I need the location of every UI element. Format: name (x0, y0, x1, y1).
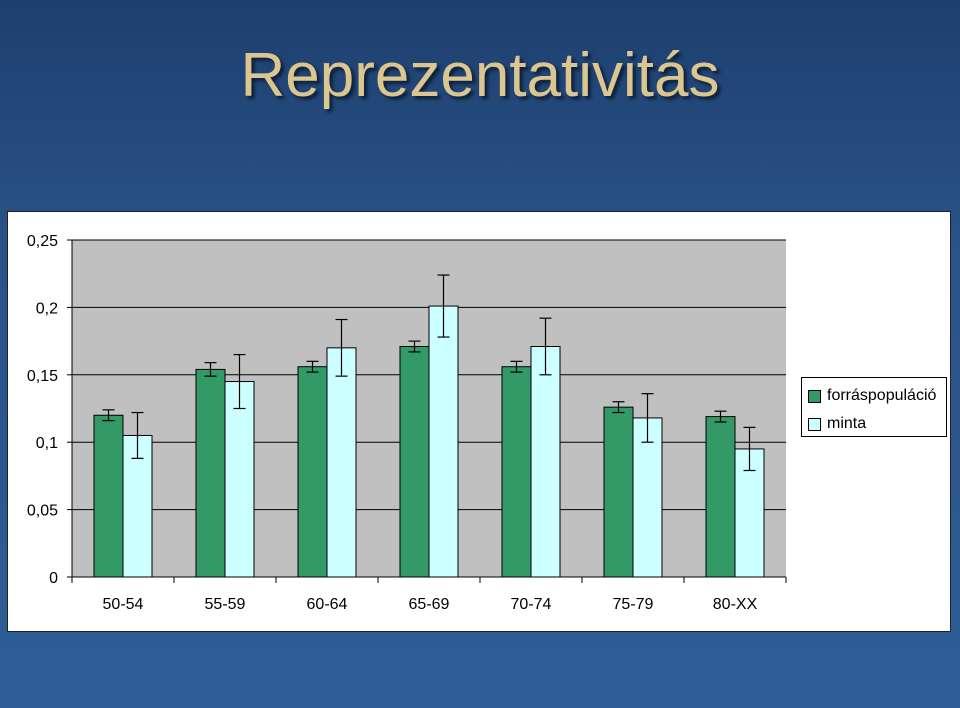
bar-1-65-69 (399, 345, 430, 578)
x-tick-label: 65-69 (409, 596, 450, 613)
bar-2-60-64 (326, 347, 357, 578)
bar-1-80-XX (705, 416, 736, 578)
bar-1-60-64 (297, 366, 328, 578)
legend-item-series-2: minta (808, 414, 866, 434)
y-tick-label: 0,1 (36, 435, 58, 452)
x-tick-label: 70-74 (511, 596, 552, 613)
bar-1-55-59 (195, 368, 226, 578)
chart-legend: forráspopuláció minta (801, 377, 947, 437)
legend-swatch-series-2 (808, 417, 821, 431)
bar-2-50-54 (122, 434, 153, 578)
y-tick-label: 0 (49, 570, 58, 587)
y-tick-label: 0,2 (36, 300, 58, 317)
legend-item-series-1: forráspopuláció (808, 386, 936, 406)
slide-title: Reprezentativitás (240, 41, 720, 110)
bar-1-50-54 (93, 414, 124, 578)
legend-label-series-2: minta (827, 415, 867, 432)
x-tick-label: 60-64 (307, 596, 348, 613)
legend-label-series-1: forráspopuláció (827, 387, 937, 404)
x-tick-label: 75-79 (613, 596, 654, 613)
x-tick-label: 50-54 (103, 596, 144, 613)
bar-1-75-79 (603, 406, 634, 578)
y-tick-label: 0,05 (27, 503, 58, 520)
y-tick-label: 0,15 (27, 368, 58, 385)
legend-swatch-series-1 (808, 389, 821, 403)
bar-2-70-74 (530, 345, 561, 578)
bar-2-65-69 (428, 305, 459, 578)
x-tick-label: 55-59 (205, 596, 246, 613)
x-tick-label: 80-XX (713, 596, 758, 613)
bar-2-55-59 (224, 381, 255, 578)
bar-1-70-74 (501, 366, 532, 578)
y-tick-label: 0,25 (27, 233, 58, 250)
